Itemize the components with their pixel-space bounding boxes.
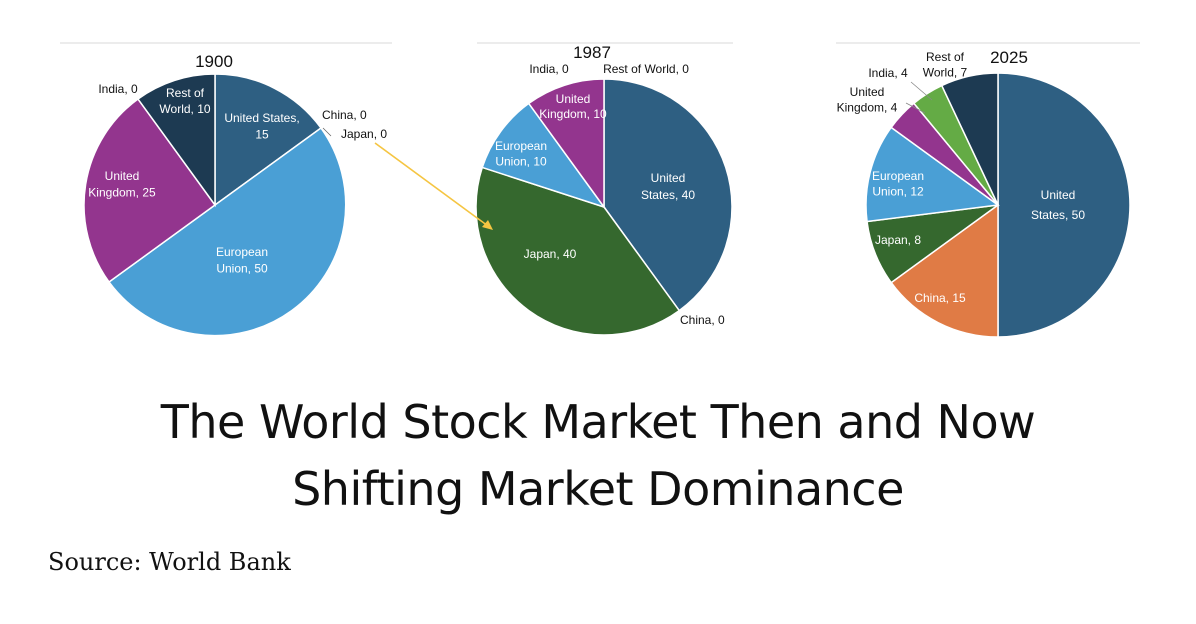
arrow-line — [374, 142, 489, 227]
slice-label-rest-of-world: Rest of World, 0 — [603, 62, 689, 76]
slice-label-european-union: European Union, 50 — [216, 245, 268, 276]
pie-chart-2025: 2025 United States, 50 China, 15 Japan, 8 Eur… — [837, 48, 1131, 338]
pie-chart-1987: 1987 United States, 40 Japan, 40 European Uni… — [475, 43, 733, 336]
pie-slice-united-kingdom — [527, 78, 605, 210]
slice-label-european-union: European Union, 10 — [495, 139, 547, 169]
arrow-head — [482, 220, 493, 230]
page-subtitle: Shifting Market Dominance — [292, 462, 904, 516]
pie-slice-rest-of-world — [136, 73, 216, 208]
slice-label-china: China, 15 — [914, 291, 966, 305]
slice-label-united-kingdom: United Kingdom, 4 — [837, 85, 898, 115]
pie-slice-united-states — [603, 78, 733, 312]
slice-label-united-kingdom: United Kingdom, 10 — [539, 92, 607, 121]
slice-label-rest-of-world: Rest of World, 10 — [159, 86, 210, 116]
slice-label-china: China, 0 — [322, 108, 367, 122]
pie-slice-rest-of-world — [940, 72, 999, 206]
pie-slice-china — [890, 203, 999, 338]
slice-label-united-states: United States, 40 — [641, 171, 695, 202]
slice-label-china: China, 0 — [680, 313, 725, 327]
pie-title: 1900 — [195, 52, 233, 71]
leader-line — [910, 81, 933, 101]
slice-label-japan: Japan, 8 — [875, 233, 921, 247]
pie-slice-japan — [475, 166, 681, 336]
arrow-japan-shift — [374, 142, 493, 230]
slice-label-united-kingdom: United Kingdom, 25 — [88, 169, 156, 200]
pie-slice-european-union — [481, 102, 606, 209]
slice-label-india: India, 0 — [98, 82, 138, 96]
pie-title: 2025 — [990, 48, 1028, 67]
pie-charts: 1900 United States, 15 European Union, 50 Uni… — [60, 42, 1140, 338]
pie-slice-united-states — [997, 72, 1131, 338]
slice-label-rest-of-world: Rest of World, 7 — [923, 50, 968, 80]
pie-slice-united-states — [214, 73, 323, 207]
pie-title: 1987 — [573, 43, 611, 62]
pie-slice-united-kingdom — [83, 97, 217, 284]
slice-label-india: India, 0 — [529, 62, 569, 76]
pie-slice-european-union — [107, 126, 347, 337]
slice-label-japan: Japan, 0 — [341, 127, 387, 141]
slice-label-japan: Japan, 40 — [524, 247, 577, 261]
leader-line — [905, 102, 926, 114]
slice-label-united-states: United States, 15 — [224, 111, 299, 142]
page-title: The World Stock Market Then and Now — [160, 395, 1036, 449]
slice-label-united-states: United States, 50 — [1031, 188, 1085, 222]
slice-label-european-union: European Union, 12 — [872, 169, 924, 199]
pie-slice-european-union — [865, 126, 1000, 223]
leader-line — [322, 127, 332, 137]
slice-label-india: India, 4 — [868, 66, 908, 80]
pie-chart-1900: 1900 United States, 15 European Union, 50 Uni… — [83, 52, 387, 337]
source-note: Source: World Bank — [48, 548, 291, 576]
